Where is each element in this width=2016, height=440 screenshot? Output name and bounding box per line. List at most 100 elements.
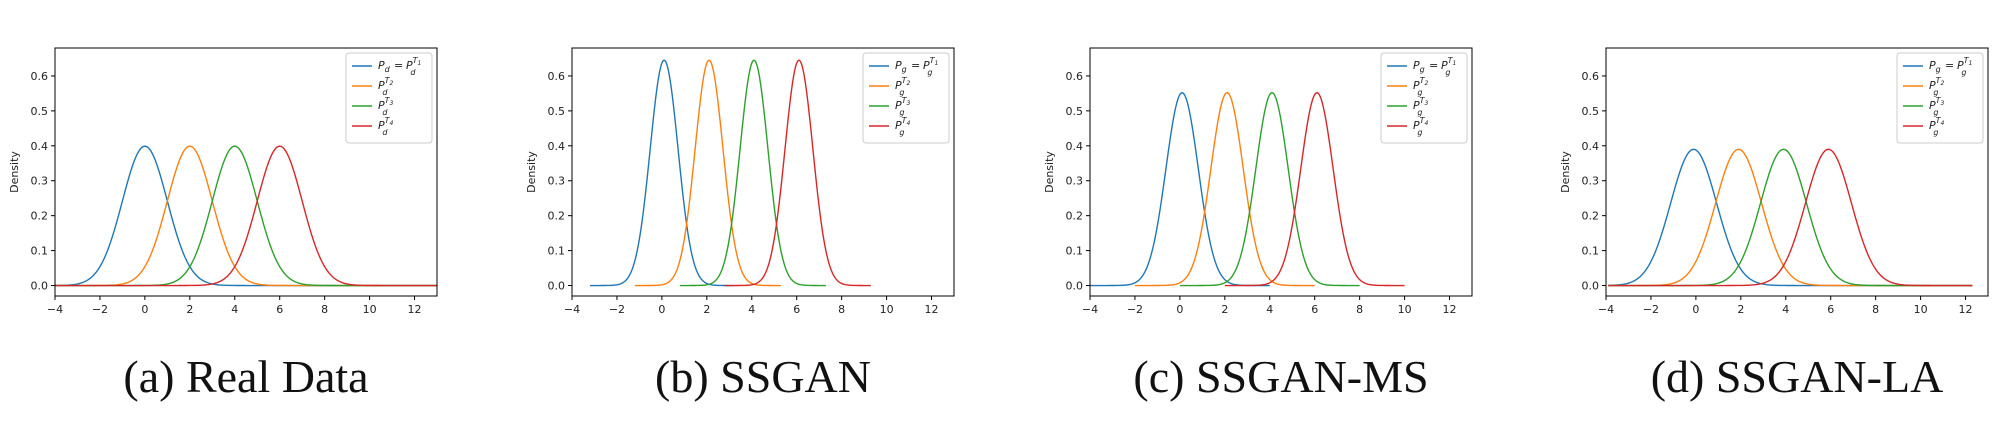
density-curve-3	[679, 59, 826, 287]
x-tick-label: 6	[1311, 303, 1318, 316]
legend-box	[1380, 52, 1468, 144]
x-tick-label: 12	[1959, 303, 1973, 316]
x-tick-label: 12	[408, 303, 422, 316]
legend-equals: =	[1945, 59, 1954, 72]
chart-panel: −4 −2 0 2 4 6 8 10 12 0.0 0.1 0.2 0.3 0.4 0.5 0.6 Densit…	[8, 47, 438, 402]
y-tick-label: 0.6	[548, 70, 566, 83]
y-tick-label: 0.5	[1582, 105, 1600, 118]
density-curve-4	[1608, 148, 1973, 287]
legend-label: PT2 d	[378, 76, 394, 97]
x-tick-label: 2	[1221, 303, 1228, 316]
legend-label: PT3 g	[1413, 96, 1429, 117]
legend-equals: =	[1429, 59, 1438, 72]
y-axis-label: Density	[1043, 151, 1056, 193]
subfigure-caption: (a) Real Data	[123, 351, 368, 402]
legend-label: Pg	[1413, 59, 1425, 74]
legend-label: PT1 g	[1957, 56, 1972, 77]
x-tick-label: 2	[703, 303, 710, 316]
y-tick-label: 0.5	[1066, 105, 1084, 118]
density-curve-2	[1134, 91, 1315, 287]
x-tick-label: 6	[1827, 303, 1834, 316]
y-tick-label: 0.4	[548, 140, 566, 153]
plot-frame	[571, 47, 955, 297]
x-tick-label: 2	[186, 303, 193, 316]
legend-box	[345, 52, 433, 144]
x-tick-label: 0	[658, 303, 665, 316]
legend-label: PT1 g	[923, 56, 938, 77]
y-tick-label: 0.1	[31, 245, 49, 258]
legend-equals: =	[394, 59, 403, 72]
legend-box	[1896, 52, 1984, 144]
x-tick-label: −2	[1643, 303, 1659, 316]
y-tick-label: 0.0	[1066, 280, 1084, 293]
legend-label: PT3 g	[1929, 96, 1945, 117]
legend-label: PT4 g	[1929, 116, 1945, 137]
density-curve-4	[1224, 91, 1405, 287]
density-curve-1	[589, 59, 734, 287]
legend-label: PT3 d	[378, 96, 394, 117]
x-tick-label: 12	[1443, 303, 1457, 316]
x-tick-label: −2	[1127, 303, 1143, 316]
y-tick-label: 0.2	[31, 210, 49, 223]
y-tick-label: 0.0	[31, 280, 49, 293]
y-tick-label: 0.6	[1066, 70, 1084, 83]
x-tick-label: 0	[1692, 303, 1699, 316]
x-tick-label: −4	[1082, 303, 1098, 316]
x-tick-label: 10	[880, 303, 894, 316]
subfigure-caption: (d) SSGAN-LA	[1651, 351, 1944, 402]
x-tick-label: −2	[92, 303, 108, 316]
density-curve-1	[54, 145, 437, 287]
legend-label: PT4 d	[378, 116, 394, 137]
y-tick-label: 0.3	[1066, 175, 1084, 188]
y-tick-label: 0.1	[548, 245, 566, 258]
density-curve-4	[55, 145, 437, 287]
y-tick-label: 0.0	[1582, 280, 1600, 293]
density-curve-2	[634, 59, 781, 287]
density-curve-3	[1608, 148, 1973, 287]
x-tick-label: 12	[925, 303, 939, 316]
plot-frame	[54, 47, 438, 297]
legend-label: PT3 g	[895, 96, 911, 117]
x-tick-label: 10	[1914, 303, 1928, 316]
chart-panel: −4 −2 0 2 4 6 8 10 12 0.0 0.1 0.2 0.3 0.4 0.5 0.6 Densit…	[525, 47, 955, 402]
density-curve-2	[1608, 148, 1973, 287]
density-curve-2	[55, 145, 437, 287]
x-tick-label: −4	[47, 303, 63, 316]
y-tick-label: 0.6	[31, 70, 49, 83]
y-tick-label: 0.2	[548, 210, 566, 223]
x-tick-label: 4	[1266, 303, 1273, 316]
y-tick-label: 0.3	[31, 175, 49, 188]
chart-panel: −4 −2 0 2 4 6 8 10 12 0.0 0.1 0.2 0.3 0.4 0.5 0.6 Densit…	[1559, 47, 1989, 402]
density-curve-3	[1179, 91, 1360, 287]
y-tick-label: 0.5	[31, 105, 49, 118]
y-tick-label: 0.1	[1582, 245, 1600, 258]
legend-box	[862, 52, 950, 144]
y-tick-label: 0.2	[1066, 210, 1084, 223]
plot-frame	[1089, 47, 1473, 297]
y-tick-label: 0.0	[548, 280, 566, 293]
x-tick-label: 4	[748, 303, 755, 316]
legend: Pg = PT1 g PT2 g PT3 g PT4 g	[862, 52, 950, 144]
legend-label: PT2 g	[895, 76, 911, 97]
x-tick-label: 2	[1737, 303, 1744, 316]
x-tick-label: −4	[564, 303, 580, 316]
x-tick-label: −2	[609, 303, 625, 316]
legend: Pg = PT1 g PT2 g PT3 g PT4 g	[1896, 52, 1984, 144]
legend-label: PT4 g	[1413, 116, 1429, 137]
plot-frame	[1605, 47, 1989, 297]
legend-label: PT1 d	[406, 56, 421, 77]
legend: Pd = PT1 d PT2 d PT3 d PT4 d	[345, 52, 433, 144]
subfigure-caption: (b) SSGAN	[655, 351, 871, 402]
y-tick-label: 0.3	[548, 175, 566, 188]
y-tick-label: 0.3	[1582, 175, 1600, 188]
legend-label: PT2 g	[1929, 76, 1945, 97]
density-curve-3	[55, 145, 437, 287]
chart-panel: −4 −2 0 2 4 6 8 10 12 0.0 0.1 0.2 0.3 0.4 0.5 0.6 Densit…	[1043, 47, 1473, 402]
x-tick-label: 6	[793, 303, 800, 316]
y-tick-label: 0.2	[1582, 210, 1600, 223]
density-curve-1	[1608, 148, 1973, 287]
legend-label: PT4 g	[895, 116, 911, 137]
y-axis-label: Density	[525, 151, 538, 193]
y-tick-label: 0.5	[548, 105, 566, 118]
